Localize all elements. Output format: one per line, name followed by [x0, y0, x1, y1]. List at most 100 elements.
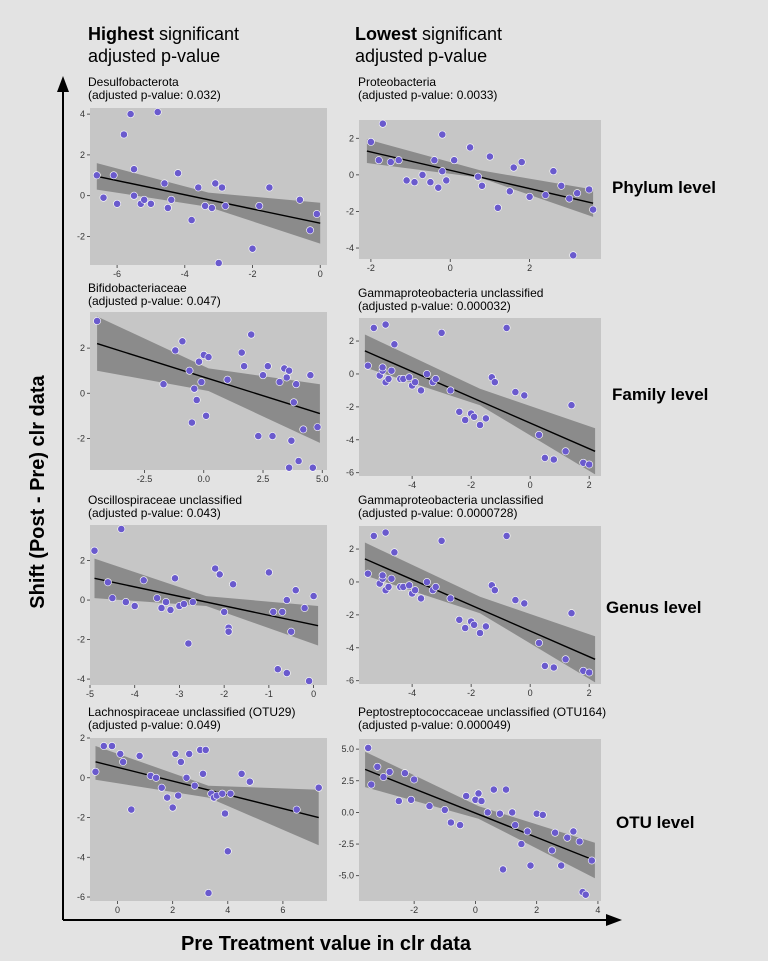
data-point — [255, 201, 264, 210]
confidence-band — [366, 139, 594, 217]
data-point — [535, 639, 543, 647]
data-point — [474, 789, 483, 798]
data-point — [505, 187, 514, 196]
data-point — [184, 639, 193, 648]
data-point — [289, 398, 298, 407]
y-tick-label: 4 — [80, 109, 85, 119]
data-point — [314, 783, 323, 792]
data-point — [152, 773, 160, 782]
data-point — [417, 386, 425, 395]
data-point — [139, 576, 148, 585]
data-point — [224, 627, 233, 636]
data-point — [312, 210, 321, 218]
x-tick-label: 0 — [311, 689, 316, 699]
y-tick-label: 2 — [80, 733, 85, 743]
regression-line — [96, 175, 321, 224]
panel-3: Bifidobacteriaceae(adjusted p-value: 0.0… — [77, 281, 329, 484]
data-point — [306, 226, 314, 235]
data-point — [282, 373, 291, 382]
data-point — [489, 785, 498, 794]
x-tick-label: -2.5 — [137, 474, 153, 484]
data-point — [410, 178, 419, 187]
data-point — [285, 366, 293, 375]
header-left-bold: Highest — [88, 24, 154, 44]
x-tick-label: 0 — [448, 263, 453, 273]
x-tick-label: 6 — [280, 905, 285, 915]
y-tick-label: -5.0 — [338, 871, 354, 881]
data-point — [541, 191, 550, 199]
data-point — [535, 430, 543, 439]
data-point — [153, 108, 162, 116]
column-header-left: Highest significant adjusted p-value — [88, 24, 239, 66]
data-point — [299, 425, 308, 434]
panel-title: Peptostreptococcaceae unclassified (OTU1… — [358, 705, 606, 719]
data-point — [446, 594, 455, 603]
regression-line — [96, 342, 321, 415]
data-point — [509, 163, 518, 172]
data-point — [245, 777, 254, 786]
data-point — [461, 624, 470, 632]
data-point — [476, 421, 484, 429]
data-point — [422, 370, 431, 378]
data-point — [185, 366, 194, 375]
data-point — [99, 193, 108, 202]
x-tick-label: -2 — [467, 480, 475, 490]
data-point — [185, 750, 194, 758]
data-point — [204, 353, 213, 361]
data-point — [511, 388, 520, 396]
confidence-band — [95, 746, 319, 846]
data-point — [569, 251, 578, 260]
data-point — [422, 578, 431, 586]
data-point — [378, 363, 387, 372]
panel-subtitle: (adjusted p-value: 0.000032) — [358, 299, 511, 313]
data-point — [285, 463, 293, 472]
data-point — [407, 795, 415, 804]
x-tick-label: -1 — [265, 689, 273, 699]
confidence-band — [96, 163, 321, 244]
data-point — [575, 837, 584, 846]
data-point — [305, 677, 313, 685]
data-point — [130, 191, 138, 200]
data-point — [127, 805, 136, 814]
y-tick-label: -2 — [346, 402, 354, 412]
data-point — [309, 592, 318, 600]
x-axis-title: Pre Treatment value in clr data — [181, 933, 472, 955]
x-tick-label: -2 — [249, 269, 257, 279]
data-point — [476, 629, 484, 637]
data-point — [538, 811, 547, 819]
data-point — [130, 165, 138, 174]
data-point — [369, 323, 378, 332]
data-point — [517, 840, 526, 848]
data-point — [282, 669, 291, 677]
regression-line — [364, 768, 596, 862]
panel-2: Proteobacteria(adjusted p-value: 0.0033)… — [346, 75, 601, 273]
data-point — [585, 460, 594, 469]
data-point — [442, 176, 451, 185]
data-point — [214, 259, 223, 267]
y-tick-label: 0.0 — [341, 807, 354, 817]
panel-subtitle: (adjusted p-value: 0.0000728) — [358, 506, 517, 520]
data-point — [499, 865, 507, 874]
data-point — [493, 203, 502, 212]
y-tick-label: -2 — [77, 813, 85, 823]
data-point — [385, 768, 394, 776]
data-point — [247, 330, 256, 339]
data-point — [237, 769, 246, 778]
x-tick-label: -4 — [408, 688, 416, 698]
data-point — [313, 423, 322, 431]
data-point — [431, 374, 440, 383]
y-tick-label: -2 — [77, 433, 85, 443]
x-tick-label: -2 — [367, 263, 375, 273]
data-point — [511, 821, 520, 829]
data-point — [446, 386, 455, 395]
data-point — [291, 586, 300, 595]
y-tick-label: 2 — [349, 336, 354, 346]
data-point — [265, 183, 274, 192]
x-tick-label: -2 — [220, 689, 228, 699]
data-point — [268, 432, 277, 440]
x-tick-label: -3 — [175, 689, 183, 699]
x-tick-label: -2 — [410, 905, 418, 915]
data-point — [387, 366, 396, 375]
y-axis-arrow — [57, 76, 69, 920]
data-point — [201, 201, 209, 210]
